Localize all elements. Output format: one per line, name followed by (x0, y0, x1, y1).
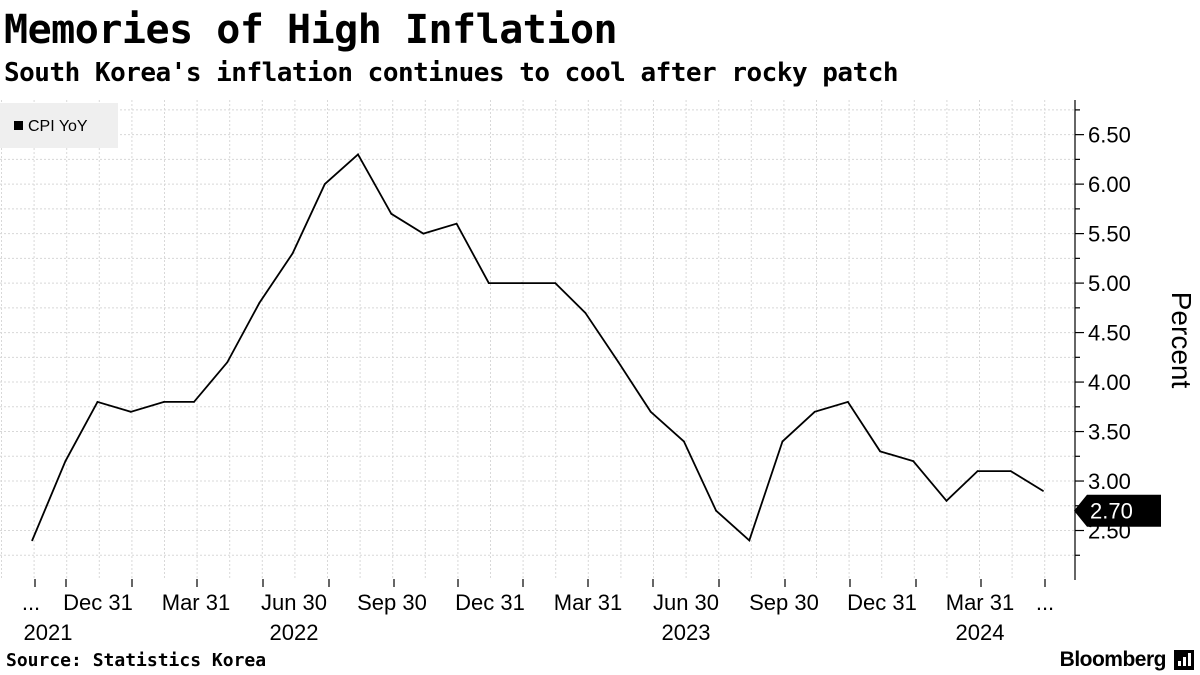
x-axis: ... Dec 31 Mar 31 Jun 30 Sep 30 Dec 31 Mar 31 J… (22, 579, 1054, 645)
y-tick-label: 3.50 (1088, 420, 1131, 445)
y-tick-label: 6.00 (1088, 172, 1131, 197)
x-tick-label: ... (1036, 590, 1054, 615)
y-axis-label: Percent (1166, 292, 1197, 389)
x-tick-label: ... (22, 590, 40, 615)
data-point (31, 539, 34, 542)
x-tick-label: Dec 31 (455, 590, 525, 615)
data-point (455, 222, 458, 225)
data-point (193, 401, 195, 403)
x-tick-label: Dec 31 (63, 590, 133, 615)
x-tick-label: Sep 30 (357, 590, 427, 615)
data-point (976, 470, 979, 472)
y-axis-title: Percent (1166, 292, 1197, 389)
data-point (945, 499, 948, 502)
data-point (357, 153, 359, 156)
last-value-callout (1074, 494, 1161, 527)
series-layer: 2.70 (31, 152, 1161, 542)
data-point (584, 311, 587, 314)
x-year-label: 2024 (956, 620, 1005, 645)
x-year-label: 2023 (662, 620, 711, 645)
data-point (748, 539, 751, 542)
series-line-cpi-yoy (31, 152, 1044, 542)
data-point (912, 460, 915, 463)
data-point (521, 282, 523, 284)
brand-logo-text: Bloomberg (1059, 648, 1167, 671)
data-point (323, 183, 326, 186)
data-point (390, 212, 393, 215)
x-year-label: 2022 (270, 620, 319, 645)
chart-title: Memories of High Inflation (4, 7, 618, 53)
gridlines (0, 100, 1075, 580)
data-point (258, 302, 261, 304)
bloomberg-icon (1174, 650, 1194, 670)
data-point (422, 232, 425, 235)
x-tick-label: Mar 31 (162, 590, 230, 615)
y-tick-label: 5.00 (1088, 271, 1131, 296)
data-point (715, 509, 717, 512)
x-year-label: 2021 (24, 620, 73, 645)
y-tick-label: 4.00 (1088, 370, 1131, 395)
data-point (487, 282, 490, 284)
legend: CPI YoY (0, 103, 118, 148)
data-point (781, 440, 784, 443)
last-value-label: 2.70 (1090, 499, 1133, 524)
x-tick-label: Mar 31 (946, 590, 1014, 615)
x-tick-label: Jun 30 (261, 590, 327, 615)
legend-label: CPI YoY (28, 118, 88, 135)
chart-subtitle: South Korea's inflation continues to coo… (4, 58, 899, 88)
y-tick-label: 3.00 (1088, 469, 1131, 494)
source-note: Source: Statistics Korea (6, 650, 267, 671)
data-point (1009, 470, 1012, 472)
x-tick-label: Sep 30 (749, 590, 819, 615)
legend-swatch (14, 121, 23, 130)
x-tick-label: Jun 30 (653, 590, 719, 615)
data-point (649, 410, 652, 413)
data-point (1042, 490, 1044, 492)
data-point (163, 401, 165, 403)
data-point (813, 410, 816, 413)
x-tick-label: Dec 31 (847, 590, 917, 615)
y-tick-label: 6.50 (1088, 123, 1131, 148)
x-tick-label: Mar 31 (554, 590, 622, 615)
y-tick-label: 4.50 (1088, 321, 1131, 346)
y-tick-label: 5.50 (1088, 222, 1131, 247)
data-point (64, 460, 67, 463)
data-point (291, 252, 294, 255)
data-point (96, 401, 99, 403)
data-point (847, 401, 849, 403)
data-point (617, 361, 620, 364)
data-point (554, 282, 557, 284)
data-point (683, 440, 685, 443)
y-axis: 2.503.003.504.004.505.005.506.006.50 (1074, 100, 1131, 580)
data-point (129, 410, 132, 413)
data-point (226, 361, 229, 364)
data-point (879, 450, 881, 453)
